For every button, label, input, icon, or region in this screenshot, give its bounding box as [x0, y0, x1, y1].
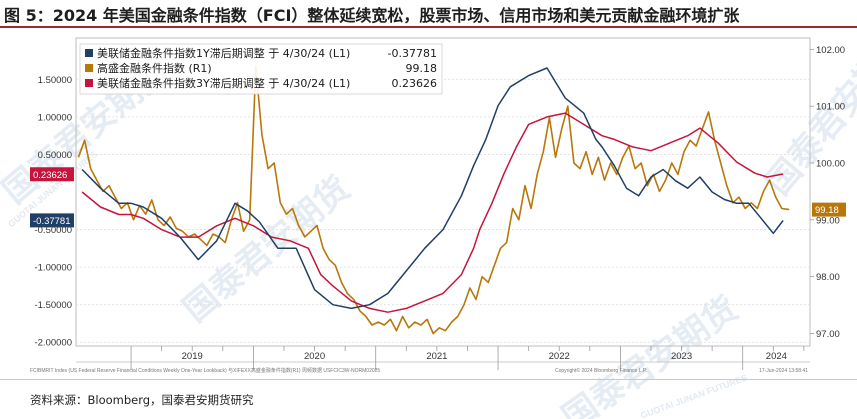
end-label-gs-text: 99.18: [815, 205, 839, 216]
left-tick-label: -0.50000: [34, 225, 72, 236]
right-tick-label: 97.00: [816, 329, 840, 340]
source-rule: [0, 379, 857, 380]
right-tick-label: 98.00: [816, 272, 840, 283]
x-year-label: 2022: [549, 351, 570, 362]
title-rule: [0, 26, 857, 28]
end-label-fci-3y-text: 0.23626: [33, 170, 67, 181]
legend-label: 美联储金融条件指数3Y滞后期调整 于 4/30/24 (L1): [97, 76, 350, 90]
watermark-logo-center: 国泰君安期货: [176, 168, 358, 330]
watermark-logo-bottom: 国泰君安期货: [555, 289, 745, 419]
legend-swatch: [85, 79, 93, 87]
right-axis: 102.00 101.00 100.00 99.00 98.00 97.00: [810, 45, 845, 340]
figure-title: 图 5：2024 年美国金融条件指数（FCI）整体延续宽松，股票市场、信用市场和…: [4, 6, 740, 25]
end-label-fci-1y-box: [30, 213, 74, 228]
end-label-gs: 99.18: [812, 202, 846, 217]
right-tick-label: 99.00: [816, 215, 840, 226]
legend-box: [79, 43, 443, 95]
legend-entry-fci_1y: 美联储金融条件指数1Y滞后期调整 于 4/30/24 (L1) -0.37781: [85, 46, 437, 60]
plot-frame: [75, 37, 811, 347]
right-tick-label: 100.00: [816, 159, 845, 170]
series-line-gs_fci: [77, 65, 790, 335]
legend-entry-fci_3y: 美联储金融条件指数3Y滞后期调整 于 4/30/24 (L1) 0.23626: [85, 76, 437, 90]
x-year-label: 2023: [671, 351, 692, 362]
legend-value: -0.37781: [388, 47, 437, 60]
legend-swatch: [85, 64, 93, 72]
left-tick-label: 1.00000: [38, 112, 72, 123]
legend: 美联储金融条件指数1Y滞后期调整 于 4/30/24 (L1) -0.37781高…: [79, 43, 443, 95]
left-tick-label: -1.50000: [34, 300, 72, 311]
left-tick-label: 0.50000: [38, 150, 72, 161]
left-tick-label: 1.50000: [38, 75, 72, 86]
legend-value: 0.23626: [392, 77, 438, 90]
right-tick-label: 102.00: [816, 45, 845, 56]
x-year-label: 2021: [426, 351, 447, 362]
source-note: 资料来源：Bloomberg，国泰君安期货研究: [30, 393, 254, 407]
end-label-fci-1y-text: -0.37781: [33, 216, 71, 227]
left-tick-label: -2.00000: [34, 338, 72, 349]
left-axis: 1.50000 1.00000 0.50000 -0.50000 -1.00000 -1.…: [34, 75, 72, 349]
legend-label: 美联储金融条件指数1Y滞后期调整 于 4/30/24 (L1): [97, 46, 350, 60]
x-year-label: 2019: [182, 351, 203, 362]
legend-label: 高盛金融条件指数 (R1): [97, 61, 212, 75]
chart-footer-right: Copyright© 2024 Bloomberg Finance L.P.: [555, 367, 647, 374]
end-label-fci-3y: 0.23626: [30, 167, 74, 182]
x-year-label: 2020: [304, 351, 325, 362]
legend-swatch: [85, 49, 93, 57]
x-axis: 2019 2020 2021 2022 2023 2024: [76, 346, 810, 370]
end-labels: 0.23626 -0.37781 99.18: [30, 167, 846, 228]
right-tick-label: 101.00: [816, 102, 845, 113]
left-tick-label: -1.00000: [34, 263, 72, 274]
chart-footer-timestamp: 17-Jun-2024 13:58:41: [759, 368, 808, 374]
end-label-fci-1y: -0.37781: [30, 213, 74, 228]
series-line-fci_3y: [81, 112, 784, 313]
legend-value: 99.18: [406, 62, 438, 75]
end-label-fci-3y-box: [30, 167, 74, 182]
x-year-label: 2024: [766, 351, 787, 362]
series-line-fci_1y: [81, 67, 784, 310]
legend-entry-gs_fci: 高盛金融条件指数 (R1) 99.18: [85, 61, 437, 75]
series-layer: [77, 65, 790, 335]
chart-footer-left: FCIBMRIT Index (US Federal Reserve Finan…: [30, 367, 380, 374]
end-label-gs-box: [812, 202, 846, 217]
